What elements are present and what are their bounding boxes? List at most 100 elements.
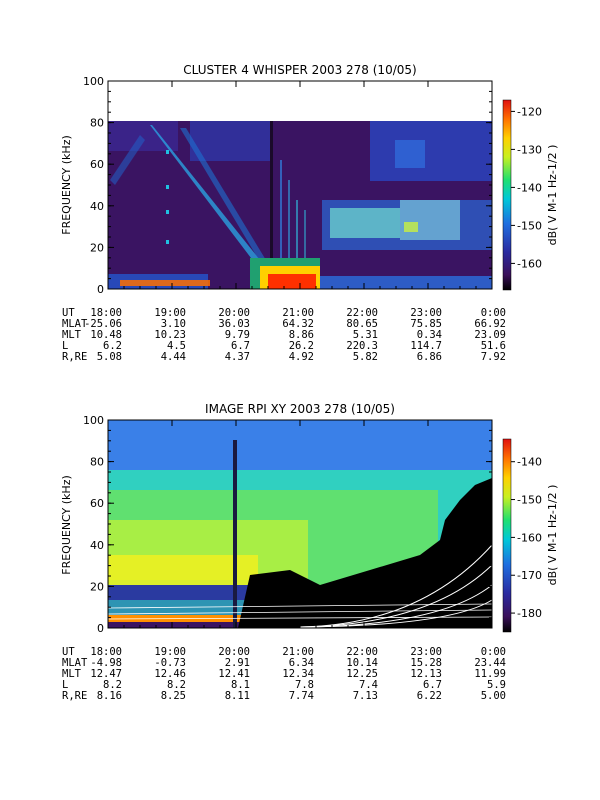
- ephemeris-value: 5.00: [481, 690, 506, 702]
- ephemeris-value: 8.16: [97, 690, 122, 702]
- y-tick-label: 60: [90, 158, 104, 171]
- ephemeris-value: 7.74: [289, 690, 314, 702]
- ephemeris-value: 26.2: [289, 340, 314, 352]
- ephemeris-value: 7.13: [353, 690, 378, 702]
- colorbar-tick-label: -160: [517, 257, 542, 270]
- ephemeris-value: 9.79: [225, 329, 250, 341]
- y-tick-label: 0: [97, 283, 104, 296]
- ephemeris-value: 64.32: [282, 318, 314, 330]
- colorbar-tick-label: -120: [517, 105, 542, 118]
- ephemeris-value: 8.2: [103, 679, 122, 691]
- y-tick-label: 20: [90, 241, 104, 254]
- ephemeris-value: 12.13: [410, 668, 442, 680]
- y-tick-label: 80: [90, 117, 104, 130]
- ephemeris-value: 6.7: [423, 679, 442, 691]
- ephemeris-value: 7.8: [295, 679, 314, 691]
- ephemeris-value: 23:00: [410, 646, 442, 658]
- ephemeris-value: -0.73: [154, 657, 186, 669]
- panel-image: IMAGE RPI XY 2003 278 (10/05) FREQUENCY …: [60, 402, 559, 702]
- ephemeris-value: 8.1: [231, 679, 250, 691]
- ephemeris-value: 80.65: [346, 318, 378, 330]
- panel2-colorbar: [502, 438, 512, 633]
- ephemeris-value: 18:00: [90, 307, 122, 319]
- ephemeris-value: 0.34: [417, 329, 442, 341]
- colorbar-tick-label: -130: [517, 143, 542, 156]
- ephemeris-label: L: [62, 679, 68, 691]
- y-tick-label: 40: [90, 200, 104, 213]
- ephemeris-value: 21:00: [282, 646, 314, 658]
- colorbar-tick-label: -150: [517, 494, 542, 507]
- ephemeris-label: MLAT: [62, 657, 88, 669]
- ephemeris-value: 12.41: [218, 668, 250, 680]
- ephemeris-value: 7.4: [359, 679, 378, 691]
- panel1-colorbar: [502, 99, 512, 291]
- ephemeris-value: 6.2: [103, 340, 122, 352]
- ephemeris-value: 12.47: [90, 668, 122, 680]
- ephemeris-value: 19:00: [154, 307, 186, 319]
- ephemeris-value: 10.23: [154, 329, 186, 341]
- ephemeris-value: 5.31: [353, 329, 378, 341]
- panel2-spectrogram: [107, 420, 493, 628]
- panel1-ylabel: FREQUENCY (kHz): [60, 135, 73, 235]
- ephemeris-value: 6.86: [417, 351, 442, 363]
- y-tick-label: 40: [90, 539, 104, 552]
- ephemeris-value: 19:00: [154, 646, 186, 658]
- colorbar-tick-label: -160: [517, 531, 542, 544]
- ephemeris-value: 6.34: [289, 657, 314, 669]
- ephemeris-value: 4.5: [167, 340, 186, 352]
- ephemeris-label: R,RE: [62, 351, 87, 363]
- panel1-colorbar-label: dB( V M-1 Hz-1/2 ): [546, 145, 559, 246]
- y-tick-label: 80: [90, 456, 104, 469]
- panel-cluster: CLUSTER 4 WHISPER 2003 278 (10/05): [60, 63, 559, 363]
- ephemeris-value: 8.2: [167, 679, 186, 691]
- ephemeris-value: 18:00: [90, 646, 122, 658]
- colorbar-tick-label: -180: [517, 607, 542, 620]
- ephemeris-value: 3.10: [161, 318, 186, 330]
- ephemeris-label: R,RE: [62, 690, 87, 702]
- ephemeris-value: 11.99: [474, 668, 506, 680]
- ephemeris-value: 15.28: [410, 657, 442, 669]
- ephemeris-value: 12.34: [282, 668, 314, 680]
- ephemeris-label: MLAT: [62, 318, 88, 330]
- y-tick-label: 0: [97, 622, 104, 635]
- ephemeris-value: 75.85: [410, 318, 442, 330]
- ephemeris-value: 8.11: [225, 690, 250, 702]
- ephemeris-value: -4.98: [90, 657, 122, 669]
- ephemeris-label: UT: [62, 646, 75, 658]
- ephemeris-value: 6.7: [231, 340, 250, 352]
- ephemeris-value: 10.48: [90, 329, 122, 341]
- ephemeris-value: 6.22: [417, 690, 442, 702]
- ephemeris-value: 8.86: [289, 329, 314, 341]
- ephemeris-value: 23:00: [410, 307, 442, 319]
- ephemeris-value: -25.06: [84, 318, 122, 330]
- ephemeris-value: 8.25: [161, 690, 186, 702]
- ephemeris-value: 21:00: [282, 307, 314, 319]
- ephemeris-value: 220.3: [346, 340, 378, 352]
- ephemeris-label: L: [62, 340, 68, 352]
- ephemeris-value: 22:00: [346, 646, 378, 658]
- ephemeris-value: 12.46: [154, 668, 186, 680]
- panel2-colorbar-label: dB( V M-1 Hz-1/2 ): [546, 485, 559, 586]
- y-tick-label: 20: [90, 580, 104, 593]
- ephemeris-value: 20:00: [218, 307, 250, 319]
- ephemeris-value: 12.25: [346, 668, 378, 680]
- panel1-spectrogram: [108, 121, 492, 289]
- ephemeris-value: 114.7: [410, 340, 442, 352]
- panel2-title: IMAGE RPI XY 2003 278 (10/05): [205, 402, 395, 416]
- ephemeris-label: MLT: [62, 329, 82, 341]
- ephemeris-value: 4.92: [289, 351, 314, 363]
- ephemeris-value: 22:00: [346, 307, 378, 319]
- ephemeris-value: 5.82: [353, 351, 378, 363]
- ephemeris-value: 0:00: [481, 307, 506, 319]
- ephemeris-value: 2.91: [225, 657, 250, 669]
- ephemeris-value: 66.92: [474, 318, 506, 330]
- ephemeris-value: 4.37: [225, 351, 250, 363]
- ephemeris-label: UT: [62, 307, 75, 319]
- colorbar-tick-label: -140: [517, 181, 542, 194]
- ephemeris-value: 7.92: [481, 351, 506, 363]
- ephemeris-value: 5.08: [97, 351, 122, 363]
- ephemeris-value: 4.44: [161, 351, 186, 363]
- ephemeris-label: MLT: [62, 668, 82, 680]
- ephemeris-value: 20:00: [218, 646, 250, 658]
